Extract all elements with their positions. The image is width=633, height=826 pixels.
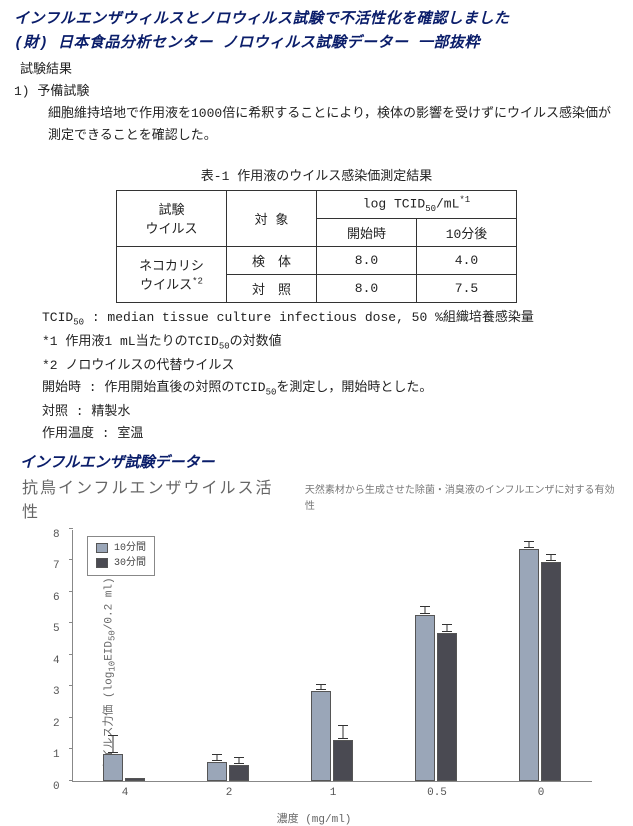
note-line: *2 ノロウイルスの代替ウイルス bbox=[42, 355, 619, 377]
th-virus: 試験 ウイルス bbox=[117, 190, 227, 246]
chart-bar bbox=[519, 549, 539, 781]
chart-xtick: 0.5 bbox=[427, 787, 447, 799]
th-after10: 10分後 bbox=[417, 218, 517, 246]
chart-xtick: 4 bbox=[122, 787, 129, 799]
chart-title: 抗鳥インフルエンザウイルス活性 bbox=[22, 474, 287, 522]
chart-ytick: 6 bbox=[53, 592, 60, 604]
chart-ytick: 7 bbox=[53, 560, 60, 572]
td-target: 対 照 bbox=[227, 274, 317, 302]
chart-bar bbox=[333, 740, 353, 781]
chart-xtick: 2 bbox=[226, 787, 233, 799]
chart-bar bbox=[415, 615, 435, 780]
chart-ytick: 3 bbox=[53, 686, 60, 698]
results-table: 試験 ウイルス 対 象 log TCID50/mL*1 開始時 10分後 ネコカ… bbox=[116, 190, 517, 303]
chart-subtitle: 天然素材から生成させた除菌・消臭液のインフルエンザに対する有効性 bbox=[305, 481, 619, 513]
td-virus: ネコカリシウイルス*2 bbox=[117, 246, 227, 302]
chart-xaxis-label: 濃度 (mg/ml) bbox=[277, 810, 352, 826]
chart-ytick: 8 bbox=[53, 529, 60, 541]
influenza-bar-chart: ウイルス力価 (log10EID50/0.2 ml) 01234567810分間… bbox=[14, 524, 614, 824]
chart-ytick: 0 bbox=[53, 781, 60, 793]
chart-bar bbox=[541, 562, 561, 781]
table-row: ネコカリシウイルス*2 検 体 8.0 4.0 bbox=[117, 246, 517, 274]
td-after: 7.5 bbox=[417, 274, 517, 302]
prelim-body: 細胞維持培地で作用液を1000倍に希釈することにより，検体の影響を受けずにウイル… bbox=[14, 103, 619, 147]
chart-ytick: 4 bbox=[53, 655, 60, 667]
note-line: 作用温度 : 室温 bbox=[42, 423, 619, 445]
prelim-label: 1) 予備試験 bbox=[14, 81, 619, 103]
chart-xtick: 1 bbox=[330, 787, 337, 799]
note-line: *1 作用液1 mL当たりのTCID50の対数値 bbox=[42, 331, 619, 355]
results-label: 試験結果 bbox=[14, 59, 619, 81]
chart-bar bbox=[103, 754, 123, 781]
note-line: TCID50 : median tissue culture infectiou… bbox=[42, 307, 619, 331]
table-caption: 表-1 作用液のウイルス感染価測定結果 bbox=[14, 165, 619, 184]
td-after: 4.0 bbox=[417, 246, 517, 274]
chart-ytick: 1 bbox=[53, 749, 60, 761]
chart-ytick: 5 bbox=[53, 623, 60, 635]
chart-bar bbox=[125, 778, 145, 781]
chart-ytick: 2 bbox=[53, 718, 60, 730]
chart-bar bbox=[207, 762, 227, 781]
note-line: 対照 : 精製水 bbox=[42, 401, 619, 423]
chart-legend: 10分間30分間 bbox=[87, 536, 155, 576]
table-row: 試験 ウイルス 対 象 log TCID50/mL*1 bbox=[117, 190, 517, 218]
chart-bar bbox=[311, 691, 331, 781]
note-line: 開始時 : 作用開始直後の対照のTCID50を測定し，開始時とした。 bbox=[42, 377, 619, 401]
doc-headline-1: インフルエンザウィルスとノロウィルス試験で不活性化を確認しました bbox=[14, 10, 619, 30]
td-start: 8.0 bbox=[317, 274, 417, 302]
th-log: log TCID50/mL*1 bbox=[317, 190, 517, 218]
chart-bar bbox=[437, 633, 457, 781]
chart-xtick: 0 bbox=[538, 787, 545, 799]
th-start: 開始時 bbox=[317, 218, 417, 246]
td-target: 検 体 bbox=[227, 246, 317, 274]
th-target: 対 象 bbox=[227, 190, 317, 246]
section-influenza-header: インフルエンザ試験データー bbox=[20, 451, 619, 472]
td-start: 8.0 bbox=[317, 246, 417, 274]
chart-bar bbox=[229, 765, 249, 781]
doc-headline-2: (財) 日本食品分析センター ノロウィルス試験データー 一部抜粋 bbox=[14, 34, 619, 54]
